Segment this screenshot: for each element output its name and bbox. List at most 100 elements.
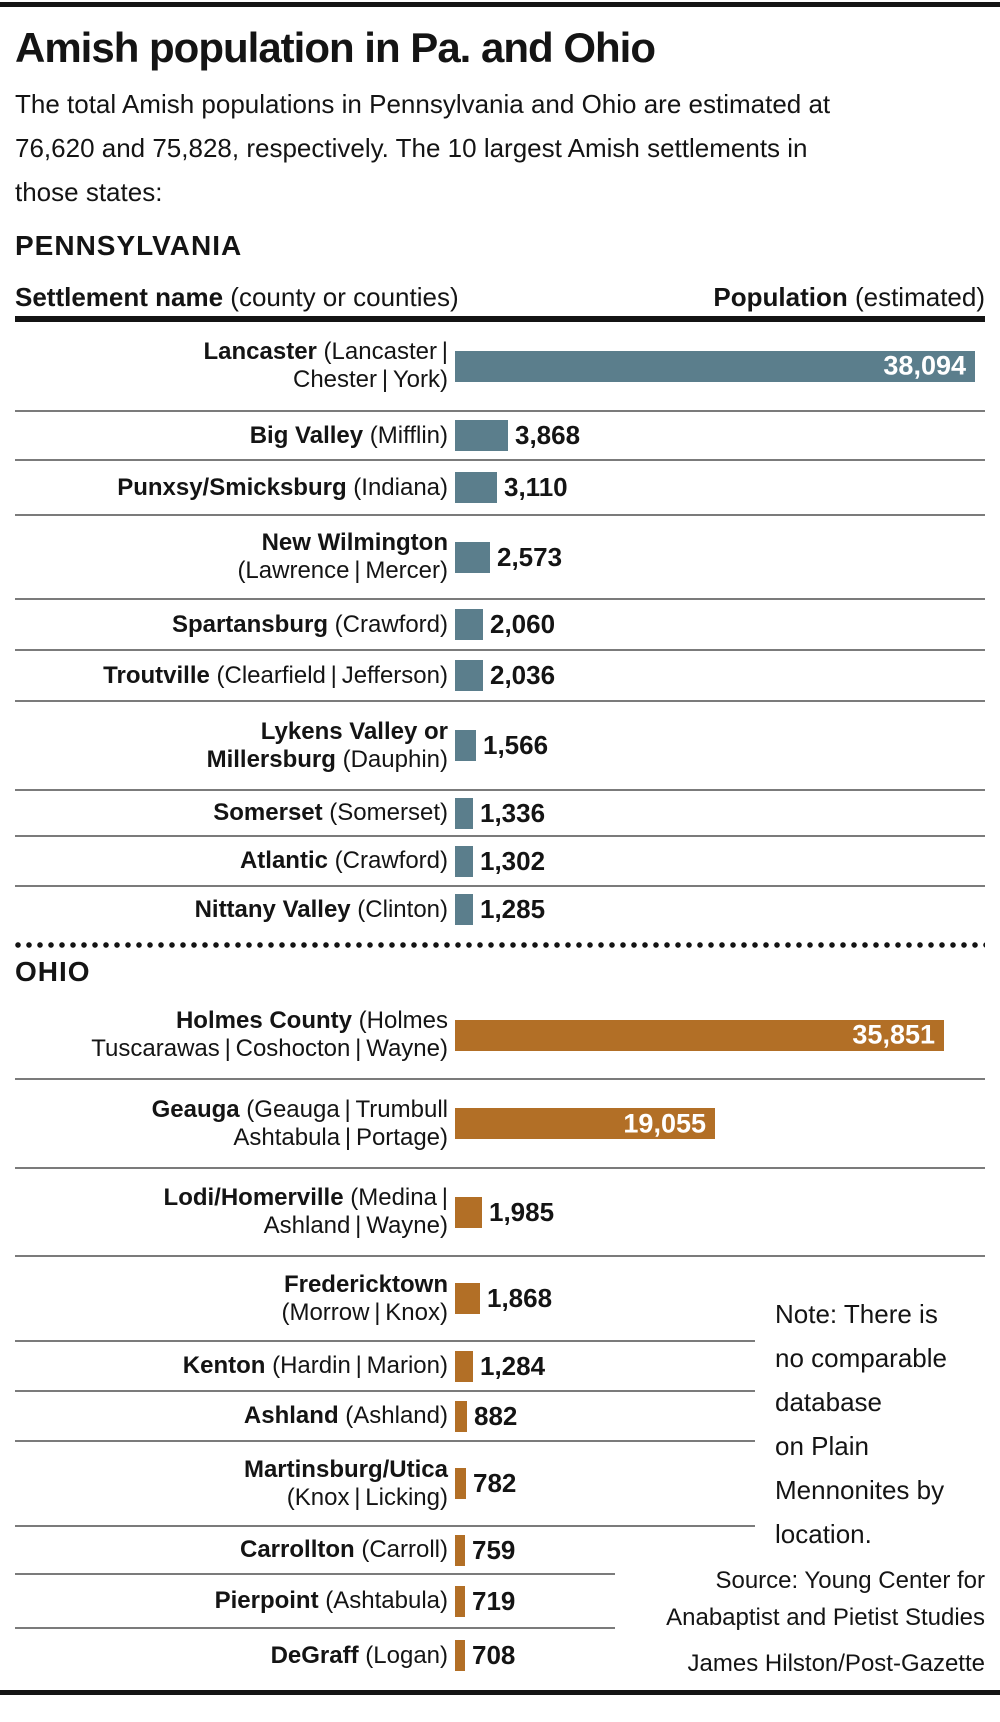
- settlement-label-line: Geauga (Geauga | Trumbull: [15, 1096, 448, 1124]
- population-bar: [455, 1640, 465, 1671]
- bar-area: 782: [455, 1468, 985, 1499]
- settlement-name: Fredericktown: [283, 1270, 448, 1298]
- settlement-label: Geauga (Geauga | Trumbull Ashtabula | Por…: [15, 1096, 448, 1152]
- settlement-counties: (Crawford): [327, 847, 448, 874]
- note-line: database: [775, 1387, 882, 1417]
- settlement-label-line: (Morrow | Knox): [15, 1299, 448, 1327]
- note-line: Mennonites by: [775, 1475, 945, 1505]
- bar-area: 1,285: [455, 894, 985, 925]
- population-value: 2,036: [490, 660, 556, 690]
- settlement-label-line: Ashland (Ashland): [15, 1402, 448, 1430]
- bar-area: 1,566: [455, 730, 985, 761]
- bar-area: 719: [455, 1585, 985, 1617]
- settlement-row: Carrollton (Carroll) 759: [15, 1527, 985, 1573]
- row-divider: [15, 885, 985, 887]
- column-headers: Settlement name (county or counties) Pop…: [15, 282, 985, 312]
- row-divider: [15, 649, 985, 651]
- settlement-label: Martinsburg/Utica (Knox | Licking): [15, 1456, 448, 1512]
- settlement-name: Kenton: [182, 1352, 266, 1379]
- population-bar: [455, 1350, 473, 1382]
- settlement-row: Big Valley (Mifflin) 3,868: [15, 412, 985, 459]
- row-divider: [15, 789, 985, 791]
- population-value: 708: [472, 1640, 516, 1670]
- settlement-row: Troutville (Clearfield | Jefferson) 2,036: [15, 651, 985, 700]
- population-value: 1,868: [487, 1283, 553, 1313]
- settlement-row: Nittany Valley (Clinton) 1,285: [15, 887, 985, 932]
- population-value: 1,566: [483, 730, 549, 760]
- settlement-counties: (Clearfield | Jefferson): [209, 661, 448, 689]
- settlement-row: Geauga (Geauga | Trumbull Ashtabula | Por…: [15, 1080, 985, 1167]
- note-line: no comparable: [775, 1343, 947, 1373]
- settlement-label: Ashland (Ashland): [15, 1402, 448, 1430]
- settlement-name: Martinsburg/Utica: [243, 1455, 448, 1483]
- settlement-label-line: Troutville (Clearfield | Jefferson): [15, 662, 448, 690]
- settlement-row: Punxsy/Smicksburg (Indiana) 3,110: [15, 461, 985, 514]
- column-header-population-rest: (estimated): [847, 282, 985, 312]
- settlement-name: Troutville: [103, 661, 210, 689]
- settlement-counties: (Ashland): [338, 1402, 448, 1429]
- population-value: 2,060: [490, 609, 556, 639]
- row-divider: [15, 1078, 985, 1080]
- population-value: 719: [472, 1585, 516, 1616]
- settlement-counties: (Medina |: [343, 1184, 448, 1211]
- population-bar: [455, 1468, 466, 1499]
- bar-area: 1,302: [455, 845, 985, 877]
- bar-area: 3,868: [455, 420, 985, 451]
- row-divider: [15, 514, 985, 516]
- settlement-label: Atlantic (Crawford): [15, 847, 448, 875]
- settlement-name: Nittany Valley: [194, 895, 351, 923]
- row-divider: [15, 410, 985, 412]
- population-bar: [455, 730, 476, 761]
- population-value: 38,094: [883, 350, 966, 381]
- section-header-ohio: OHIO: [15, 956, 91, 987]
- settlement-label-line: DeGraff (Logan): [15, 1642, 448, 1670]
- chart-subtitle: The total Amish populations in Pennsylva…: [15, 82, 985, 214]
- settlement-counties: (Mifflin): [363, 421, 448, 449]
- settlement-counties: Ashland | Wayne): [263, 1212, 448, 1239]
- settlement-counties: (Dauphin): [335, 745, 448, 773]
- settlement-counties: (Knox | Licking): [286, 1483, 448, 1511]
- settlement-counties: Chester | York): [292, 366, 448, 393]
- population-bar: [455, 1534, 465, 1566]
- top-rule: [0, 2, 1000, 7]
- subtitle-line: those states:: [15, 177, 163, 207]
- settlement-name: Carrollton: [240, 1536, 355, 1563]
- settlement-row: Spartansburg (Crawford) 2,060: [15, 600, 985, 649]
- row-divider: [15, 1525, 755, 1527]
- settlement-label-line: Punxsy/Smicksburg (Indiana): [15, 474, 448, 502]
- credit-text: James Hilston/Post-Gazette: [687, 1650, 985, 1677]
- bar-area: 35,851: [455, 1019, 985, 1051]
- settlement-counties: (Somerset): [322, 799, 448, 826]
- column-header-settlement-bold: Settlement name: [15, 282, 224, 312]
- population-bar: [455, 1400, 467, 1432]
- settlement-counties: (Ashtabula): [318, 1587, 448, 1614]
- row-divider: [15, 1440, 755, 1442]
- settlement-counties: Tuscarawas | Coshocton | Wayne): [91, 1035, 448, 1062]
- settlement-label-line: Spartansburg (Crawford): [15, 611, 448, 639]
- population-bar: [455, 797, 473, 829]
- population-bar: [455, 845, 473, 877]
- population-value: 882: [474, 1400, 518, 1431]
- settlement-name: Lodi/Homerville: [163, 1184, 344, 1211]
- settlement-label-line: Ashtabula | Portage): [15, 1124, 448, 1152]
- settlement-name: Atlantic: [239, 847, 328, 874]
- settlement-label-line: Atlantic (Crawford): [15, 847, 448, 875]
- bottom-rule: [0, 1690, 1000, 1695]
- bar-area: 1,284: [455, 1350, 985, 1382]
- settlement-label-line: Nittany Valley (Clinton): [15, 896, 448, 924]
- settlement-row: Kenton (Hardin | Marion) 1,284: [15, 1342, 985, 1390]
- settlement-label: Fredericktown (Morrow | Knox): [15, 1271, 448, 1327]
- population-bar: 19,055: [455, 1108, 715, 1139]
- source-line: Source: Young Center for: [715, 1567, 985, 1594]
- column-header-settlement-rest: (county or counties): [223, 282, 459, 312]
- bar-area: 2,573: [455, 541, 985, 573]
- population-bar: [455, 420, 508, 451]
- source-line: Anabaptist and Pietist Studies: [666, 1604, 985, 1631]
- population-value: 782: [473, 1468, 517, 1498]
- column-header-settlement: Settlement name (county or counties): [15, 282, 459, 312]
- ohio-rows: Holmes County (Holmes Tuscarawas | Coshoc…: [15, 992, 985, 1682]
- settlement-label-line: Fredericktown: [15, 1271, 448, 1299]
- bar-area: 19,055: [455, 1108, 985, 1139]
- settlement-counties: Ashtabula | Portage): [233, 1123, 448, 1151]
